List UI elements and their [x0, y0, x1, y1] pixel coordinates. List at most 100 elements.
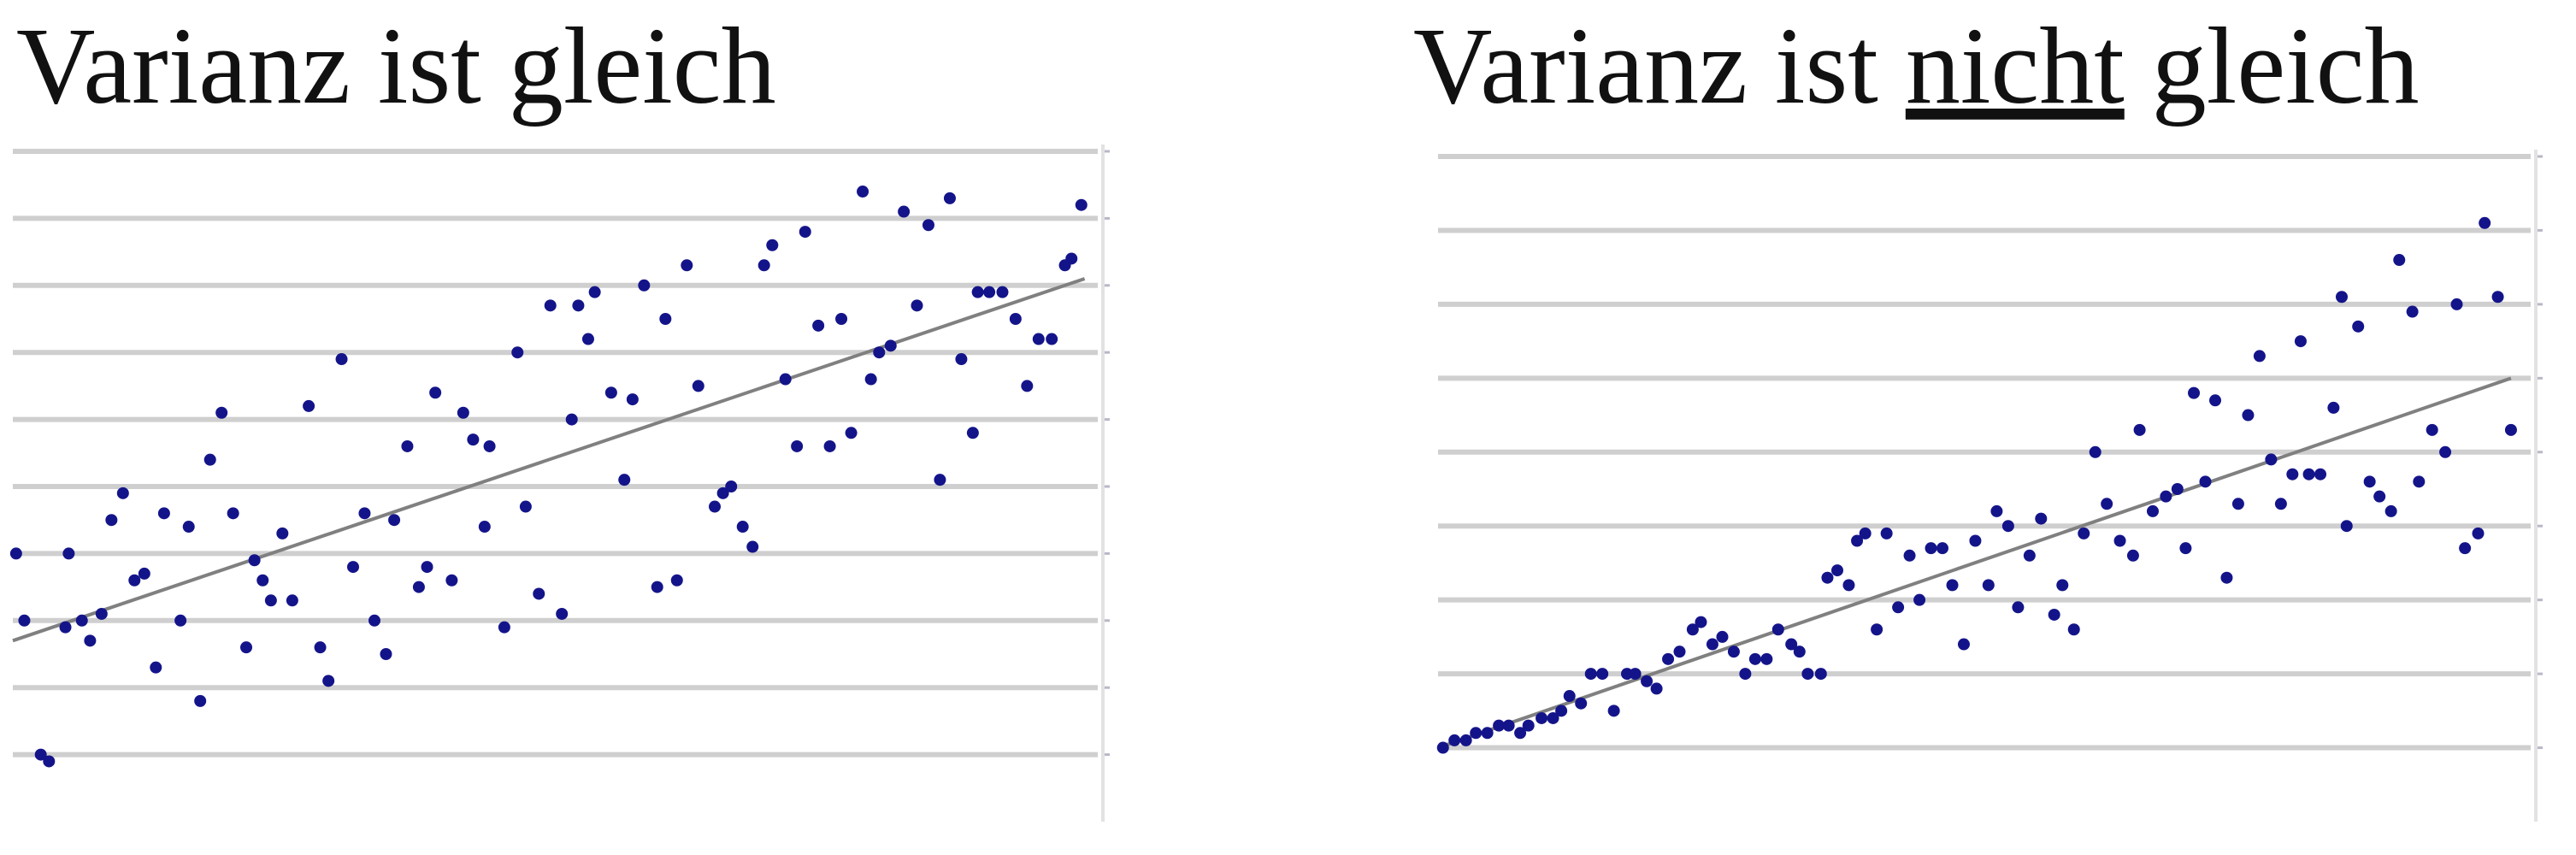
data-point — [2426, 423, 2438, 436]
data-point — [1481, 727, 1494, 740]
data-point — [1584, 668, 1597, 681]
data-point — [1892, 601, 1905, 614]
data-point — [1621, 668, 1634, 681]
data-point — [128, 574, 141, 587]
data-point — [174, 614, 187, 627]
data-point — [95, 607, 108, 620]
data-point — [884, 339, 897, 352]
data-point — [588, 286, 601, 298]
data-point — [380, 648, 392, 660]
data-point — [240, 641, 253, 654]
data-point — [2012, 601, 2025, 614]
data-point — [681, 259, 693, 272]
data-point — [2373, 490, 2386, 503]
data-point — [2067, 623, 2080, 636]
data-point — [544, 299, 557, 312]
data-point — [736, 521, 749, 534]
data-point — [1706, 638, 1718, 651]
data-point — [1607, 705, 1620, 717]
data-point — [618, 474, 631, 486]
data-point — [2363, 475, 2376, 488]
data-point — [2479, 216, 2491, 229]
data-point — [626, 393, 639, 406]
data-point — [1957, 638, 1970, 651]
data-point — [2335, 291, 2348, 304]
data-point — [1673, 646, 1686, 658]
data-point — [725, 481, 738, 492]
data-point — [1629, 668, 1642, 681]
data-point — [2179, 542, 2192, 555]
data-point — [59, 621, 72, 634]
data-point — [1021, 380, 1034, 392]
data-point — [996, 286, 1009, 298]
data-point — [2209, 394, 2222, 407]
data-point — [1859, 527, 1872, 540]
data-point — [1065, 252, 1078, 265]
data-point — [1830, 564, 1843, 577]
data-point — [2188, 386, 2201, 399]
data-point — [922, 219, 934, 232]
data-point — [1716, 630, 1729, 643]
data-point — [182, 521, 195, 534]
data-point — [1641, 675, 1653, 687]
data-point — [845, 427, 858, 439]
chart: Varianz ist gleich — [9, 5, 1110, 822]
data-point — [955, 353, 968, 366]
data-point — [766, 239, 779, 251]
data-point — [157, 507, 170, 520]
data-point — [412, 581, 425, 593]
data-point — [1547, 711, 1559, 724]
data-point — [1801, 668, 1814, 681]
data-point — [911, 299, 923, 312]
data-point — [1009, 313, 1022, 325]
data-point — [709, 500, 722, 513]
data-point — [692, 380, 704, 392]
data-point — [1748, 652, 1761, 665]
data-point — [18, 614, 31, 627]
data-point — [864, 373, 877, 386]
data-point — [2459, 542, 2472, 555]
data-point — [1727, 646, 1740, 658]
data-point — [2352, 320, 2365, 333]
data-point — [303, 399, 315, 412]
data-point — [457, 406, 469, 419]
data-point — [2393, 254, 2406, 267]
data-point — [1936, 542, 1948, 555]
data-point — [1760, 652, 1773, 665]
data-point — [533, 587, 545, 600]
data-point — [2113, 534, 2126, 547]
data-point — [2314, 468, 2327, 481]
data-point — [934, 474, 946, 486]
data-point — [194, 694, 207, 707]
data-point — [791, 439, 804, 452]
data-point — [556, 607, 569, 620]
data-point — [2048, 608, 2060, 621]
data-point — [746, 540, 759, 553]
data-point — [1555, 705, 1568, 717]
data-point — [1793, 646, 1806, 658]
data-point — [2160, 490, 2172, 503]
data-point — [1785, 638, 1798, 651]
data-point — [1925, 542, 1937, 555]
data-point — [1522, 719, 1535, 732]
data-point — [2133, 423, 2146, 436]
data-point — [2231, 498, 2244, 510]
data-point — [1046, 333, 1058, 345]
data-point — [358, 507, 371, 520]
data-point — [34, 748, 47, 761]
data-point — [478, 521, 491, 534]
data-point — [2286, 468, 2299, 481]
data-point — [670, 574, 683, 587]
data-point — [565, 413, 578, 426]
data-point — [823, 439, 836, 452]
data-point — [2199, 475, 2212, 488]
data-point — [519, 500, 532, 513]
data-point — [138, 567, 150, 580]
data-point — [2035, 512, 2048, 525]
data-point — [1969, 534, 1982, 547]
data-point — [2413, 475, 2426, 488]
data-point — [873, 346, 886, 359]
data-point — [1459, 734, 1472, 746]
data-point — [1771, 623, 1784, 636]
